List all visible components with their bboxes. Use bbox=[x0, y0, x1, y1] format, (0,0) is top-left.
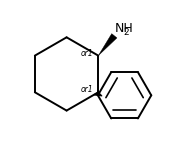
Text: 2: 2 bbox=[123, 28, 129, 37]
Text: NH: NH bbox=[115, 22, 133, 35]
Polygon shape bbox=[98, 34, 117, 56]
Text: or1: or1 bbox=[81, 49, 93, 58]
Text: or1: or1 bbox=[81, 85, 93, 94]
